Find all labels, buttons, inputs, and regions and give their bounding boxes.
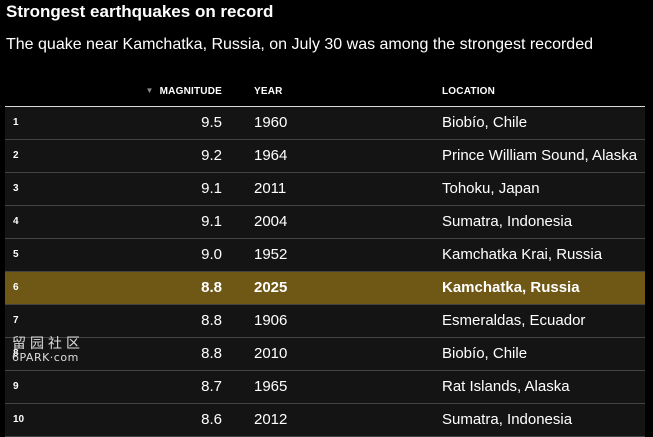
table-row: 2 9.2 1964 Prince William Sound, Alaska xyxy=(5,140,645,173)
rank-cell: 2 xyxy=(13,150,19,161)
table-row: 7 8.8 1906 Esmeraldas, Ecuador xyxy=(5,305,645,338)
table-row: 8 8.8 2010 Biobío, Chile xyxy=(5,338,645,371)
location-cell: Sumatra, Indonesia xyxy=(442,213,573,230)
table-row: 1 9.5 1960 Biobío, Chile xyxy=(5,107,645,140)
rank-cell: 5 xyxy=(13,249,19,260)
chart-title: Strongest earthquakes on record xyxy=(6,2,274,21)
rank-cell: 9 xyxy=(13,381,19,392)
rank-cell: 6 xyxy=(13,282,19,293)
location-cell: Biobío, Chile xyxy=(442,114,528,131)
table-row: 5 9.0 1952 Kamchatka Krai, Russia xyxy=(5,239,645,272)
year-cell: 2010 xyxy=(254,345,288,362)
rank-cell: 1 xyxy=(13,117,19,128)
magnitude-cell: 8.6 xyxy=(201,411,222,428)
location-cell: Kamchatka Krai, Russia xyxy=(442,246,603,263)
magnitude-cell: 9.1 xyxy=(201,180,222,197)
table-body: 1 9.5 1960 Biobío, Chile 2 9.2 1964 Prince Will… xyxy=(5,107,645,437)
magnitude-cell: 8.8 xyxy=(201,279,222,296)
column-header-year[interactable]: YEAR xyxy=(254,86,283,97)
year-cell: 2012 xyxy=(254,411,288,428)
rank-cell: 4 xyxy=(13,216,19,227)
location-cell: Biobío, Chile xyxy=(442,345,528,362)
rank-cell: 8 xyxy=(13,348,19,359)
table-row: 3 9.1 2011 Tohoku, Japan xyxy=(5,173,645,206)
column-header-location[interactable]: LOCATION xyxy=(442,86,496,97)
watermark-cn: 留园社区 xyxy=(12,336,84,352)
location-cell: Prince William Sound, Alaska xyxy=(442,147,638,164)
earthquake-table: ▼ MAGNITUDE YEAR LOCATION 1 9.5 1960 Biobío,… xyxy=(5,74,645,437)
year-cell: 1964 xyxy=(254,147,288,164)
column-header-magnitude[interactable]: ▼ MAGNITUDE xyxy=(146,86,222,97)
year-cell: 1960 xyxy=(254,114,288,131)
rank-cell: 7 xyxy=(13,315,19,326)
location-cell: Tohoku, Japan xyxy=(442,180,540,197)
magnitude-cell: 9.1 xyxy=(201,213,222,230)
column-header-magnitude-label: MAGNITUDE xyxy=(159,86,222,97)
location-cell: Rat Islands, Alaska xyxy=(442,378,570,395)
watermark-logo: 留园社区 6PARK·com xyxy=(12,336,84,364)
table-row: 10 8.6 2012 Sumatra, Indonesia xyxy=(5,404,645,437)
magnitude-cell: 8.8 xyxy=(201,312,222,329)
table-row: 9 8.7 1965 Rat Islands, Alaska xyxy=(5,371,645,404)
location-cell: Kamchatka, Russia xyxy=(442,279,580,296)
chart-subtitle: The quake near Kamchatka, Russia, on Jul… xyxy=(6,36,593,53)
table-header: ▼ MAGNITUDE YEAR LOCATION xyxy=(5,74,645,107)
magnitude-cell: 9.2 xyxy=(201,147,222,164)
year-cell: 1952 xyxy=(254,246,288,263)
year-cell: 2011 xyxy=(254,180,287,197)
location-cell: Sumatra, Indonesia xyxy=(442,411,573,428)
table-row: 4 9.1 2004 Sumatra, Indonesia xyxy=(5,206,645,239)
rank-cell: 3 xyxy=(13,183,19,194)
year-cell: 2004 xyxy=(254,213,288,230)
magnitude-cell: 8.7 xyxy=(201,378,222,395)
year-cell: 1906 xyxy=(254,312,288,329)
sort-descending-icon: ▼ xyxy=(145,86,154,95)
rank-cell: 10 xyxy=(13,414,25,425)
watermark-en: 6PARK·com xyxy=(12,351,79,364)
magnitude-cell: 9.0 xyxy=(201,246,222,263)
table-row: 6 8.8 2025 Kamchatka, Russia xyxy=(5,272,645,305)
year-cell: 1965 xyxy=(254,378,288,395)
location-cell: Esmeraldas, Ecuador xyxy=(442,312,586,329)
year-cell: 2025 xyxy=(254,279,288,296)
magnitude-cell: 9.5 xyxy=(201,114,222,131)
magnitude-cell: 8.8 xyxy=(201,345,222,362)
